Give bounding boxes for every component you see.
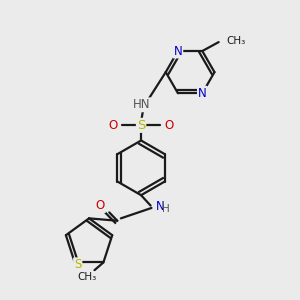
- Text: S: S: [74, 258, 81, 271]
- Text: N: N: [198, 87, 207, 100]
- Text: N: N: [174, 44, 182, 58]
- Text: CH₃: CH₃: [77, 272, 97, 282]
- Text: O: O: [109, 119, 118, 132]
- Text: O: O: [164, 119, 174, 132]
- Text: S: S: [137, 119, 145, 132]
- Text: H: H: [163, 204, 170, 214]
- Text: O: O: [96, 199, 105, 212]
- Text: CH₃: CH₃: [226, 36, 245, 46]
- Text: N: N: [156, 200, 165, 213]
- Text: HN: HN: [133, 98, 151, 111]
